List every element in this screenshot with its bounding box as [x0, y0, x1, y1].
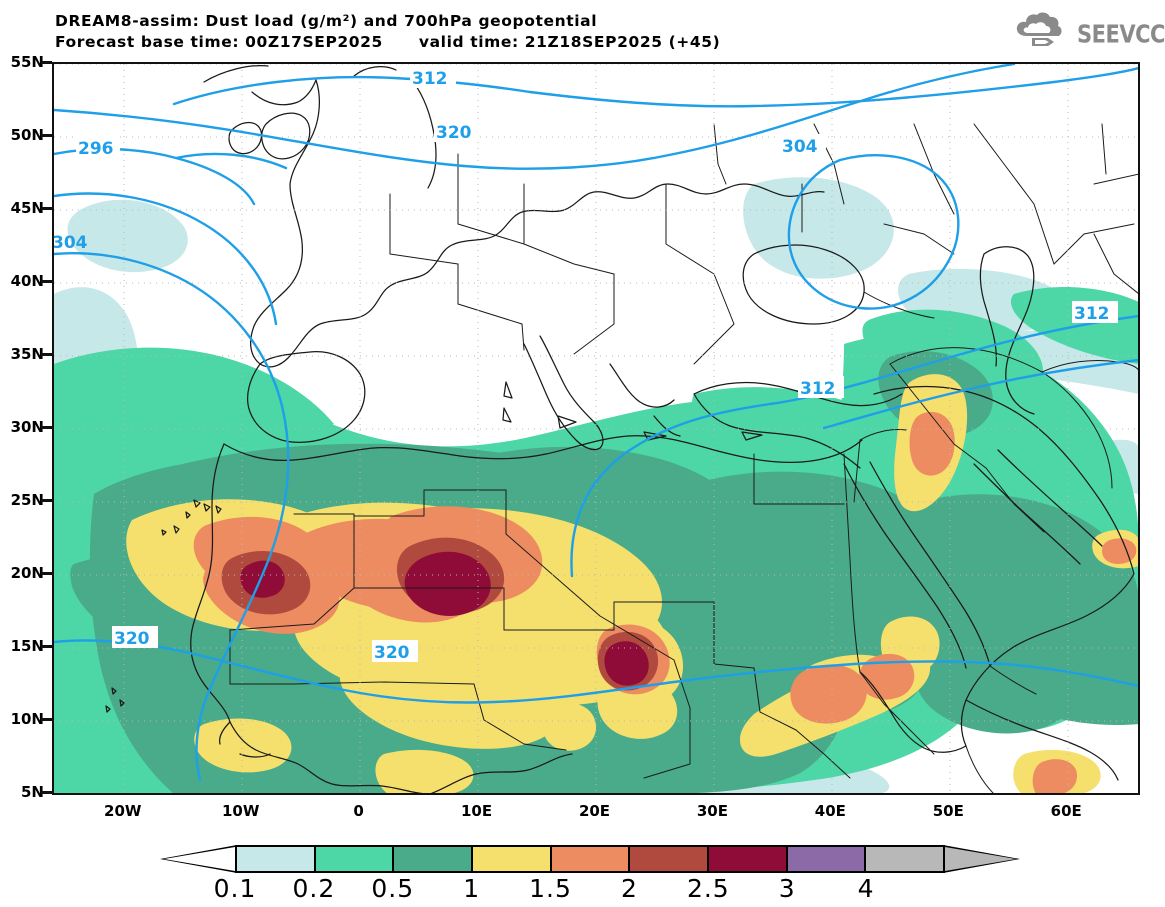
dust-load-map: 312 320 296 304 304 312 312 320 320	[54, 64, 1138, 793]
colorbar-segment	[394, 847, 474, 871]
contour-label-296: 296	[78, 139, 114, 159]
y-axis-tick-label: 55N	[10, 53, 44, 71]
contour-320-a	[54, 108, 466, 168]
dust-field	[54, 64, 1138, 793]
colorbar	[160, 845, 1020, 873]
colorbar-segment	[709, 847, 788, 871]
colorbar-segment	[473, 847, 552, 871]
y-axis-tick	[41, 718, 52, 721]
contour-label-304-left: 304	[54, 233, 88, 253]
colorbar-segment	[866, 847, 944, 871]
colorbar-tick-label: 1	[463, 874, 481, 903]
map-plot-area: 312 320 296 304 304 312 312 320 320	[52, 62, 1140, 795]
contour-labels: 312 320 296 304 304 312 312 320 320	[54, 66, 1118, 663]
x-axis-tick-label: 40E	[814, 802, 846, 820]
contour-312-a	[172, 75, 532, 106]
x-axis-tick-label: 20E	[578, 802, 611, 820]
y-axis-tick-label: 50N	[10, 126, 44, 144]
chart-header: DREAM8-assim: Dust load (g/m²) and 700hP…	[0, 0, 1165, 56]
contour-label-320-west: 320	[114, 629, 150, 649]
colorbar-over-fill	[945, 847, 1016, 871]
x-axis-tick-label: 10E	[461, 802, 493, 820]
y-axis-tick	[41, 353, 52, 356]
y-axis-tick-label: 40N	[10, 272, 44, 290]
contour-label-312-top: 312	[412, 69, 448, 89]
contour-label-304-blacksea: 304	[782, 137, 818, 157]
contour-label-312-east: 312	[1074, 304, 1110, 324]
colorbar-tick-label: 1.5	[529, 874, 572, 903]
y-axis-tick	[41, 499, 52, 502]
colorbar-tick-label: 0.5	[371, 874, 415, 903]
y-axis-tick-label: 5N	[21, 783, 44, 801]
colorbar-tick-label: 4	[857, 874, 875, 903]
y-axis-tick	[41, 572, 52, 575]
colorbar-tick-label: 2.5	[686, 874, 730, 903]
contour-label-312-levant: 312	[800, 379, 836, 399]
coastline-layer	[105, 65, 1138, 793]
x-axis-tick-label: 30E	[696, 802, 728, 820]
colorbar-segment	[315, 847, 395, 871]
forecast-time-subtitle: Forecast base time: 00Z17SEP2025 valid t…	[55, 33, 721, 51]
y-axis-tick-label: 10N	[10, 710, 44, 728]
x-axis-tick-label: 20W	[104, 802, 142, 820]
y-axis-tick-label: 30N	[10, 418, 44, 436]
x-axis-tick-label: 60E	[1050, 802, 1082, 820]
y-axis-tick	[41, 134, 52, 137]
y-axis-tick-label: 35N	[10, 345, 44, 363]
seevccc-logo: SEEVCCC	[1012, 12, 1165, 52]
y-axis-tick	[41, 426, 52, 429]
colorbar-tick-label: 3	[778, 874, 796, 903]
x-axis-tick-label: 50E	[932, 802, 964, 820]
contour-label-320-top: 320	[436, 123, 472, 143]
y-axis-tick	[41, 791, 52, 794]
x-axis-tick-label: 10W	[221, 802, 260, 820]
contour-label-320-sahel: 320	[374, 643, 410, 663]
colorbar-segment	[551, 847, 631, 871]
x-axis-tick-label: 0	[353, 802, 364, 820]
page-title: DREAM8-assim: Dust load (g/m²) and 700hP…	[55, 12, 598, 30]
y-axis-tick-label: 20N	[10, 564, 44, 582]
colorbar-tick-label: 0.2	[292, 874, 336, 903]
colorbar-segments	[235, 845, 945, 873]
contour-304-closed	[787, 154, 960, 310]
y-axis-tick-label: 25N	[10, 491, 44, 509]
y-axis-tick-label: 45N	[10, 199, 44, 217]
y-axis-tick	[41, 280, 52, 283]
colorbar-segment	[237, 847, 316, 871]
logo-label: SEEVCCC	[1077, 20, 1165, 49]
y-axis-tick-label: 15N	[10, 637, 44, 655]
cloud-icon	[1016, 12, 1062, 46]
colorbar-under-fill	[164, 847, 235, 871]
colorbar-segment	[787, 847, 867, 871]
y-axis-tick	[41, 207, 52, 210]
colorbar-tick-label: 2	[620, 874, 638, 903]
contour-band-2.5	[240, 551, 649, 686]
geopotential-contours	[54, 64, 1138, 782]
colorbar-segment	[630, 847, 710, 871]
y-axis-tick	[41, 645, 52, 648]
grid-lines	[54, 64, 1138, 793]
colorbar-tick-label: 0.1	[213, 874, 257, 903]
y-axis-tick	[41, 61, 52, 64]
